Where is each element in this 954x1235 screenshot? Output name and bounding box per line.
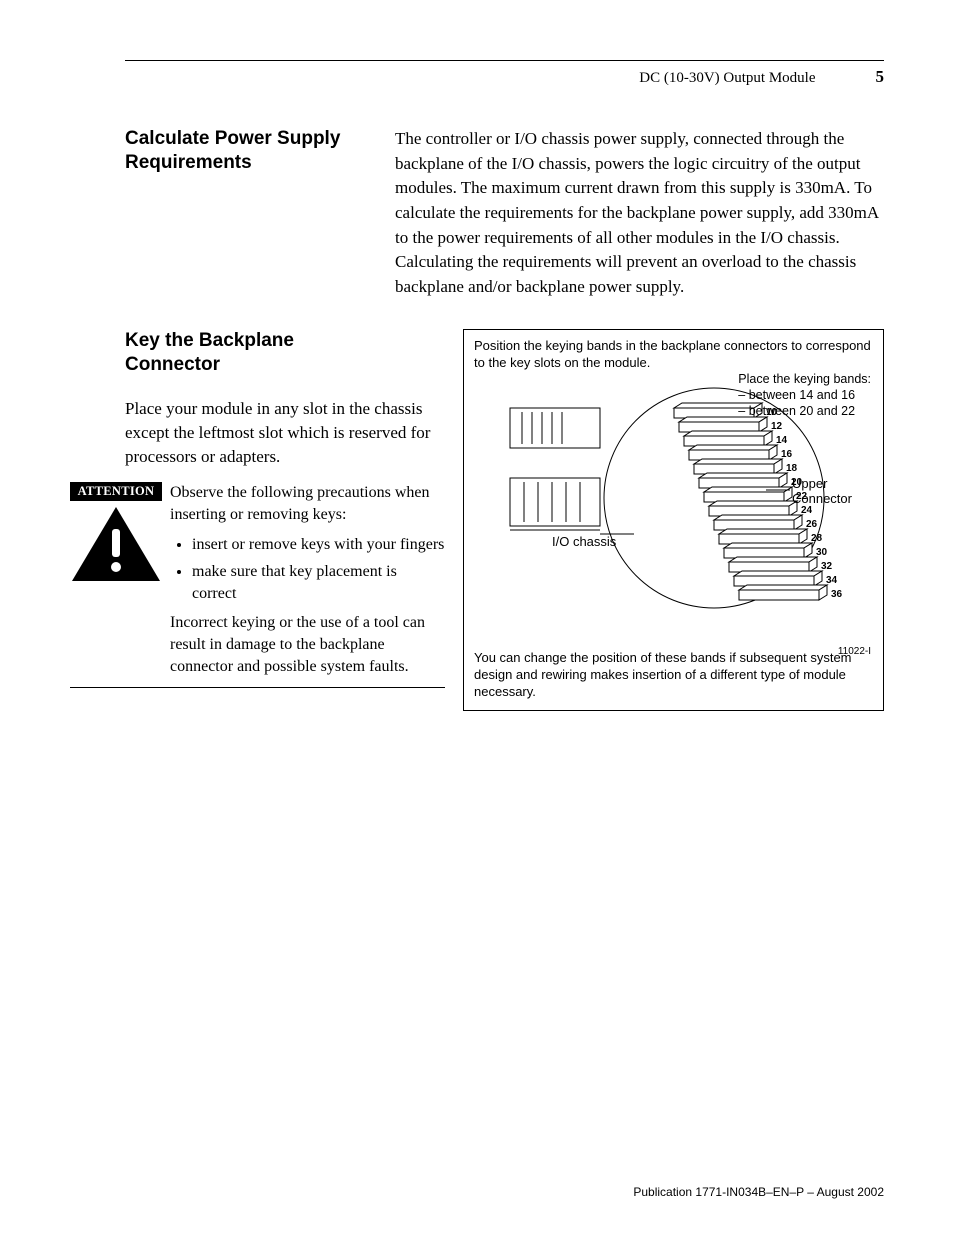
bands-title: Place the keying bands: <box>738 372 871 388</box>
figure-caption-bottom: You can change the position of these ban… <box>474 650 873 701</box>
section-body: The controller or I/O chassis power supp… <box>395 127 884 299</box>
attention-list: insert or remove keys with your fingers … <box>192 534 445 605</box>
svg-text:26: 26 <box>806 519 818 530</box>
figure-caption-top: Position the keying bands in the backpla… <box>474 338 873 372</box>
attention-tail: Incorrect keying or the use of a tool ca… <box>170 612 445 677</box>
chassis-label: I/O chassis <box>552 534 617 549</box>
svg-text:36: 36 <box>831 589 843 600</box>
page-number: 5 <box>876 67 885 87</box>
header-rule <box>125 60 884 61</box>
section-heading: Key the Backplane Connector <box>125 329 355 377</box>
page-footer: Publication 1771-IN034B–EN–P – August 20… <box>633 1185 884 1199</box>
bands-line: – between 20 and 22 <box>738 404 871 420</box>
warning-triangle-icon <box>70 505 162 583</box>
intro-paragraph: Place your module in any slot in the cha… <box>125 397 445 468</box>
svg-text:18: 18 <box>786 463 798 474</box>
svg-text:14: 14 <box>776 435 788 446</box>
list-item: make sure that key placement is correct <box>192 561 445 604</box>
attention-text: Observe the following precautions when i… <box>170 482 445 677</box>
doc-title: DC (10-30V) Output Module <box>639 70 815 87</box>
attention-lead: Observe the following precautions when i… <box>170 482 445 525</box>
section-heading: Calculate Power Supply Requirements <box>125 127 355 299</box>
figure-box: Position the keying bands in the backpla… <box>463 329 884 711</box>
bands-line: – between 14 and 16 <box>738 388 871 404</box>
svg-text:12: 12 <box>771 421 783 432</box>
connector-label: Connector <box>792 491 853 506</box>
svg-text:24: 24 <box>801 505 813 516</box>
list-item: insert or remove keys with your fingers <box>192 534 445 556</box>
section-calculate-power: Calculate Power Supply Requirements The … <box>125 127 884 299</box>
left-column: Key the Backplane Connector Place your m… <box>125 329 445 711</box>
right-column: Position the keying bands in the backpla… <box>463 329 884 711</box>
connector-label: Upper <box>792 476 828 491</box>
page-header: DC (10-30V) Output Module 5 <box>125 67 884 87</box>
attention-icon-column: ATTENTION <box>70 482 162 677</box>
section-key-backplane: Key the Backplane Connector Place your m… <box>125 329 884 711</box>
svg-text:34: 34 <box>826 575 838 586</box>
svg-text:28: 28 <box>811 533 823 544</box>
svg-text:30: 30 <box>816 547 828 558</box>
attention-callout: ATTENTION Observe the following precauti… <box>70 482 445 688</box>
keying-bands-note: Place the keying bands: – between 14 and… <box>738 372 871 419</box>
svg-text:32: 32 <box>821 561 833 572</box>
svg-text:16: 16 <box>781 449 793 460</box>
attention-label: ATTENTION <box>70 482 162 501</box>
